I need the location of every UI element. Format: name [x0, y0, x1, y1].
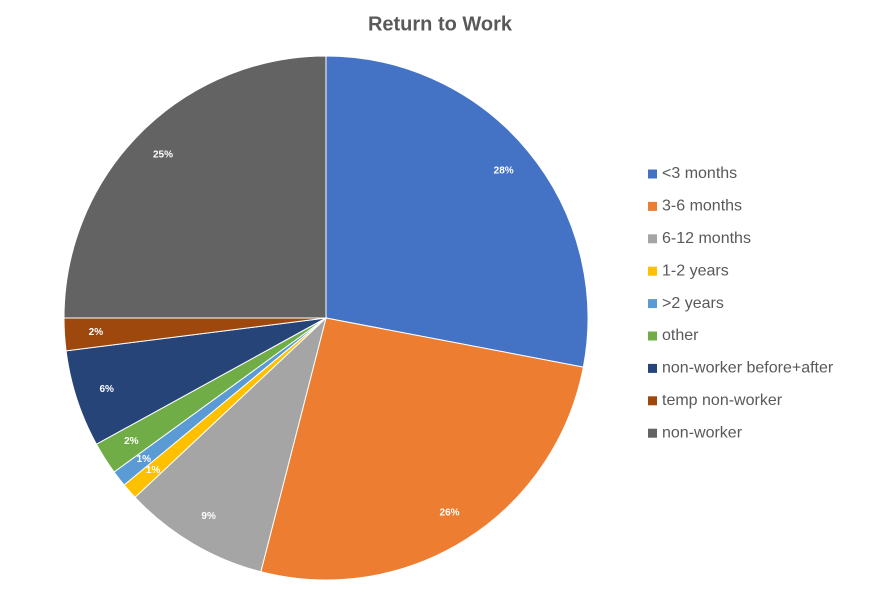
data-label: 25%	[153, 150, 173, 161]
data-label: 26%	[440, 507, 460, 518]
legend-swatch	[648, 331, 657, 341]
legend-label: <3 months	[662, 165, 737, 182]
legend-label: other	[662, 327, 699, 344]
legend-swatch	[648, 396, 657, 406]
chart-title: Return to Work	[368, 13, 513, 35]
legend-label: non-worker before+after	[662, 360, 834, 377]
legend-label: 3-6 months	[662, 198, 742, 215]
data-label: 1%	[137, 454, 152, 465]
pie-slice	[325, 55, 589, 368]
data-label: 2%	[124, 436, 139, 447]
legend-swatch	[648, 299, 657, 309]
legend-swatch	[648, 266, 657, 276]
data-label: 9%	[201, 511, 216, 522]
pie-slice	[63, 55, 327, 319]
data-label: 28%	[494, 166, 514, 177]
legend-swatch	[648, 234, 657, 244]
legend-swatch	[648, 201, 657, 211]
legend-swatch	[648, 428, 657, 438]
legend-label: 6-12 months	[662, 230, 751, 247]
legend-swatch	[648, 169, 657, 179]
legend-label: non-worker	[662, 424, 743, 441]
legend-swatch	[648, 363, 657, 373]
data-label: 2%	[89, 327, 104, 338]
pie-slice	[260, 317, 584, 581]
legend-label: >2 years	[662, 295, 724, 312]
legend-label: temp non-worker	[662, 392, 783, 409]
legend-label: 1-2 years	[662, 262, 729, 279]
pie-slice	[134, 316, 327, 573]
data-label: 6%	[99, 384, 114, 395]
data-label: 1%	[146, 465, 161, 476]
